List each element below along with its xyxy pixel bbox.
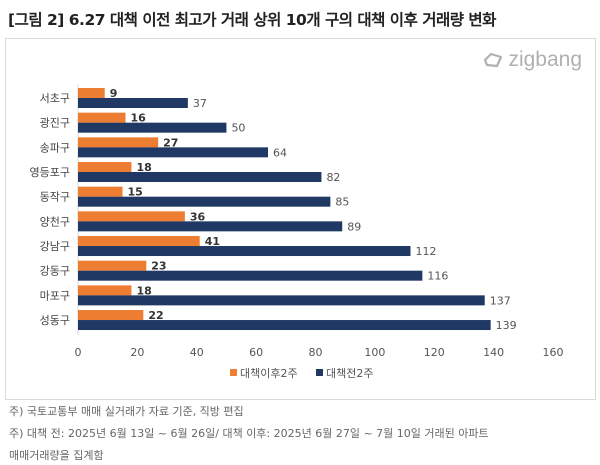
x-tick-label: 120 (424, 346, 445, 359)
data-label: 36 (190, 210, 206, 223)
data-label: 139 (496, 319, 517, 332)
data-label: 85 (335, 196, 349, 209)
x-tick-label: 40 (190, 346, 204, 359)
bar-before (78, 196, 331, 207)
category-label: 성동구 (40, 314, 70, 327)
bar-after (78, 137, 159, 148)
data-label: 27 (163, 136, 178, 149)
data-label: 116 (427, 270, 448, 283)
category-label: 동작구 (40, 191, 70, 204)
data-label: 18 (136, 161, 151, 174)
data-label: 9 (110, 87, 118, 100)
category-label: 광진구 (40, 117, 70, 130)
data-label: 82 (326, 171, 340, 184)
x-tick-label: 60 (249, 346, 263, 359)
bar-before (78, 147, 268, 158)
data-label: 23 (151, 260, 166, 273)
bar-before (78, 295, 485, 306)
bar-before (78, 172, 322, 183)
x-tick-label: 20 (130, 346, 144, 359)
category-label: 서초구 (40, 92, 70, 105)
data-label: 41 (205, 235, 220, 248)
zigbang-logo-icon (484, 52, 503, 68)
footnote-1: 주) 국토교통부 매매 실거래가 자료 기준, 직방 편집 (9, 405, 244, 418)
bar-before (78, 320, 491, 331)
data-label: 137 (490, 294, 511, 307)
bar-before (78, 270, 423, 281)
legend-swatch (230, 369, 237, 376)
bar-after (78, 88, 105, 98)
legend-swatch (316, 369, 323, 376)
bar-after (78, 236, 200, 247)
data-label: 18 (136, 284, 151, 297)
bar-before (78, 122, 227, 133)
x-tick-label: 140 (483, 346, 504, 359)
zigbang-logo: zigbang (482, 48, 582, 72)
bar-after (78, 186, 123, 197)
data-label: 15 (128, 186, 143, 199)
category-label: 강동구 (40, 265, 70, 278)
category-label: 송파구 (40, 141, 70, 154)
footnote-3: 매매거래량을 집계함 (9, 449, 104, 462)
legend-label: 대책이후2주 (240, 367, 298, 380)
x-tick-label: 160 (543, 346, 564, 359)
x-tick-label: 0 (75, 346, 82, 359)
footnote-2: 주) 대책 전: 2025년 6월 13일 ~ 6월 26일/ 대책 이후: 2… (9, 427, 489, 440)
data-label: 37 (193, 97, 207, 110)
data-label: 112 (416, 245, 437, 258)
category-label: 마포구 (40, 289, 70, 302)
data-label: 16 (131, 112, 147, 125)
figure-title: [그림 2] 6.27 대책 이전 최고가 거래 상위 10개 구의 대책 이후… (8, 11, 496, 29)
x-tick-label: 80 (309, 346, 323, 359)
bar-chart: 서초구 9 37 광진구 16 50 송파구 27 64 영등포구 18 82 동작구 15 85 양천구 36… (30, 84, 564, 380)
bar-after (78, 112, 126, 123)
data-label: 64 (273, 146, 287, 159)
data-label: 50 (231, 122, 245, 135)
category-label: 양천구 (40, 214, 70, 228)
data-label: 22 (148, 309, 163, 322)
bar-before (78, 246, 411, 257)
x-tick-label: 100 (364, 346, 385, 359)
bar-after (78, 285, 132, 296)
bar-after (78, 162, 132, 173)
bar-before (78, 221, 343, 232)
category-label: 영등포구 (30, 166, 70, 179)
category-label: 강남구 (40, 240, 70, 253)
chart-frame (5, 38, 596, 400)
logo-text: zigbang (508, 48, 582, 71)
legend-label: 대책전2주 (326, 367, 373, 380)
bar-before (78, 98, 188, 108)
data-label: 89 (347, 220, 361, 233)
bar-after (78, 310, 144, 321)
bar-after (78, 211, 185, 222)
bar-after (78, 260, 147, 271)
